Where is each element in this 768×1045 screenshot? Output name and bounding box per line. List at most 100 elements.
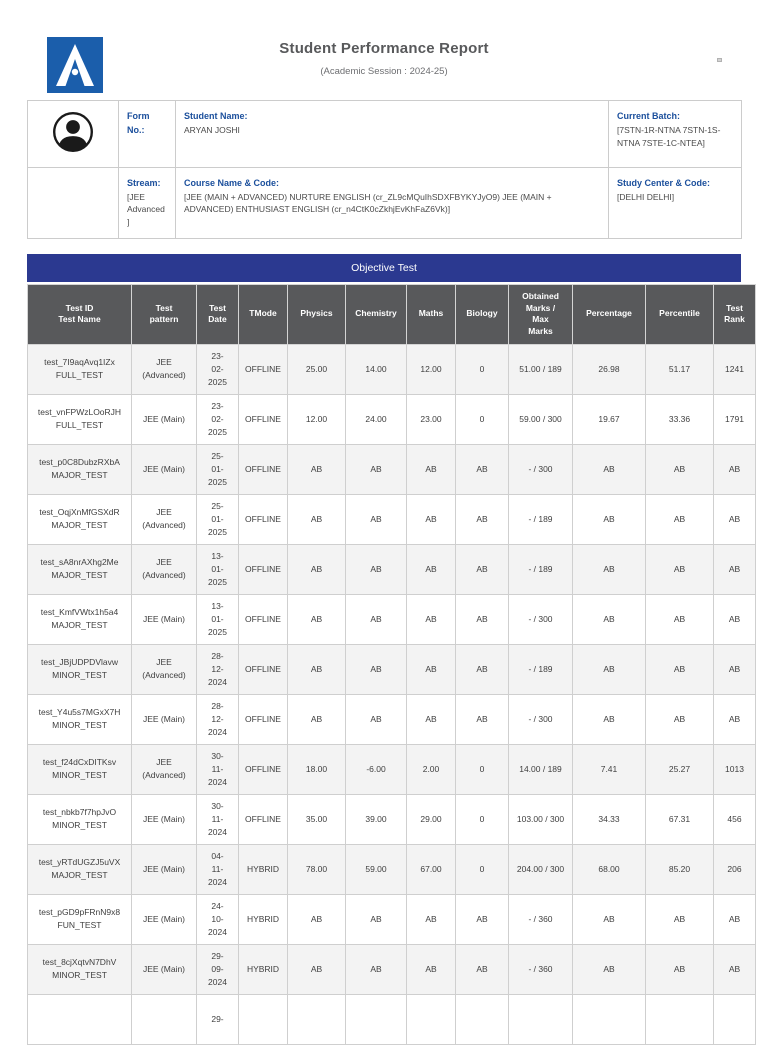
cell-pattern: JEE (Advanced) xyxy=(131,643,197,695)
test-row: test_yRTdUGZJ5uVX MAJOR_TEST JEE (Main) 04-… xyxy=(27,843,756,895)
session-subtitle: (Academic Session : 2024-25) xyxy=(320,66,448,77)
cell-physics: AB xyxy=(287,643,346,695)
cell-biology: AB xyxy=(455,493,509,545)
cell-physics: AB xyxy=(287,493,346,545)
test-row: 29- xyxy=(27,993,756,1045)
cell-rank: 1013 xyxy=(713,743,756,795)
cell-test: test_Y4u5s7MGxX7H MINOR_TEST xyxy=(27,693,132,745)
column-header: Obtained Marks / Max Marks xyxy=(508,283,573,345)
cell-percentile: AB xyxy=(645,543,714,595)
cell-biology: AB xyxy=(455,593,509,645)
cell-tmode: OFFLINE xyxy=(238,443,288,495)
cell-maths: 23.00 xyxy=(406,393,456,445)
cell-date: 04- 11- 2024 xyxy=(196,843,239,895)
test-row: test_JBjUDPDVlavw MINOR_TEST JEE (Advanced… xyxy=(27,643,756,695)
table-body: test_7I9aqAvq1IZx FULL_TEST JEE (Advanced)… xyxy=(27,343,756,1045)
column-header: TMode xyxy=(238,283,288,345)
cell-date: 29- xyxy=(196,993,239,1045)
cell-tmode: OFFLINE xyxy=(238,393,288,445)
cell-test: test_OqjXnMfGSXdR MAJOR_TEST xyxy=(27,493,132,545)
cell-percentage: AB xyxy=(572,643,646,695)
column-header: Test Rank xyxy=(713,283,756,345)
study-center-cell: Study Center & Code: [DELHI DELHI] xyxy=(608,166,742,239)
page-title: Student Performance Report xyxy=(279,40,489,57)
cell-maths: AB xyxy=(406,943,456,995)
cell-physics: 35.00 xyxy=(287,793,346,845)
cell-chemistry: -6.00 xyxy=(345,743,407,795)
cell-date: 28- 12- 2024 xyxy=(196,693,239,745)
cell-date: 13- 01- 2025 xyxy=(196,543,239,595)
cell-pattern: JEE (Main) xyxy=(131,393,197,445)
cell-chemistry: 14.00 xyxy=(345,343,407,395)
course-label: Course Name & Code: xyxy=(184,177,280,188)
cell-physics: 12.00 xyxy=(287,393,346,445)
cell-rank: 206 xyxy=(713,843,756,895)
cell-marks xyxy=(508,993,573,1045)
test-row: test_KmfVWtx1h5a4 MAJOR_TEST JEE (Main) 13-… xyxy=(27,593,756,645)
cell-physics: AB xyxy=(287,693,346,745)
cell-percentile: AB xyxy=(645,443,714,495)
cell-rank: 1791 xyxy=(713,393,756,445)
cell-percentage: 19.67 xyxy=(572,393,646,445)
student-avatar-cell xyxy=(27,100,119,168)
cell-maths: 12.00 xyxy=(406,343,456,395)
cell-rank xyxy=(713,993,756,1045)
cell-biology: AB xyxy=(455,643,509,695)
cell-percentage: AB xyxy=(572,493,646,545)
cell-chemistry: AB xyxy=(345,443,407,495)
test-row: test_nbkb7f7hpJvO MINOR_TEST JEE (Main) 30-… xyxy=(27,793,756,845)
cell-date: 23- 02- 2025 xyxy=(196,343,239,395)
cell-percentile: 33.36 xyxy=(645,393,714,445)
cell-rank: AB xyxy=(713,543,756,595)
cell-pattern: JEE (Main) xyxy=(131,843,197,895)
cell-chemistry: AB xyxy=(345,493,407,545)
cell-test: test_f24dCxDITKsv MINOR_TEST xyxy=(27,743,132,795)
course-cell: Course Name & Code: [JEE (MAIN + ADVANCE… xyxy=(175,166,609,239)
cell-percentage xyxy=(572,993,646,1045)
student-name-cell: Student Name: ARYAN JOSHI xyxy=(175,100,609,168)
cell-physics: AB xyxy=(287,593,346,645)
user-avatar-icon xyxy=(51,112,95,156)
column-header: Percentage xyxy=(572,283,646,345)
test-row: test_Y4u5s7MGxX7H MINOR_TEST JEE (Main) 28-… xyxy=(27,693,756,745)
test-row: test_OqjXnMfGSXdR MAJOR_TEST JEE (Advanced… xyxy=(27,493,756,545)
cell-pattern xyxy=(131,993,197,1045)
cell-biology: AB xyxy=(455,693,509,745)
cell-maths: AB xyxy=(406,643,456,695)
stream-cell: Stream: [JEE Advanced] xyxy=(118,166,176,239)
cell-percentile xyxy=(645,993,714,1045)
column-header: Percentile xyxy=(645,283,714,345)
objective-test-title: Objective Test xyxy=(351,261,417,274)
cell-percentile: AB xyxy=(645,943,714,995)
column-header: Physics xyxy=(287,283,346,345)
avatar-empty-cell xyxy=(27,166,119,239)
cell-pattern: JEE (Advanced) xyxy=(131,493,197,545)
performance-table: Test ID Test Name Test pattern Test Date TMode… xyxy=(27,283,756,1045)
test-row: test_pGD9pFRnN9x8 FUN_TEST JEE (Main) 24- 10… xyxy=(27,893,756,945)
cell-chemistry: AB xyxy=(345,543,407,595)
cell-date: 28- 12- 2024 xyxy=(196,643,239,695)
cell-percentile: AB xyxy=(645,693,714,745)
cell-rank: AB xyxy=(713,893,756,945)
cell-biology: 0 xyxy=(455,343,509,395)
current-batch-value: [7STN-1R-NTNA 7STN-1S-NTNA 7STE-1C-NTEA] xyxy=(617,124,721,148)
stream-label: Stream: xyxy=(127,177,161,188)
cell-marks: - / 300 xyxy=(508,443,573,495)
cell-tmode: OFFLINE xyxy=(238,743,288,795)
cell-marks: - / 189 xyxy=(508,493,573,545)
cell-chemistry: AB xyxy=(345,893,407,945)
cell-pattern: JEE (Advanced) xyxy=(131,743,197,795)
cell-percentage: AB xyxy=(572,543,646,595)
test-row: test_vnFPWzLOoRJH FULL_TEST JEE (Main) 23- 0… xyxy=(27,393,756,445)
cell-rank: AB xyxy=(713,943,756,995)
cell-pattern: JEE (Main) xyxy=(131,893,197,945)
cell-marks: - / 300 xyxy=(508,693,573,745)
cell-date: 25- 01- 2025 xyxy=(196,443,239,495)
cell-biology: 0 xyxy=(455,743,509,795)
test-row: test_8cjXqtvN7DhV MINOR_TEST JEE (Main) 29-… xyxy=(27,943,756,995)
cell-rank: AB xyxy=(713,443,756,495)
column-header: Test Date xyxy=(196,283,239,345)
cell-percentile: 51.17 xyxy=(645,343,714,395)
cell-test: test_8cjXqtvN7DhV MINOR_TEST xyxy=(27,943,132,995)
cell-tmode: OFFLINE xyxy=(238,793,288,845)
